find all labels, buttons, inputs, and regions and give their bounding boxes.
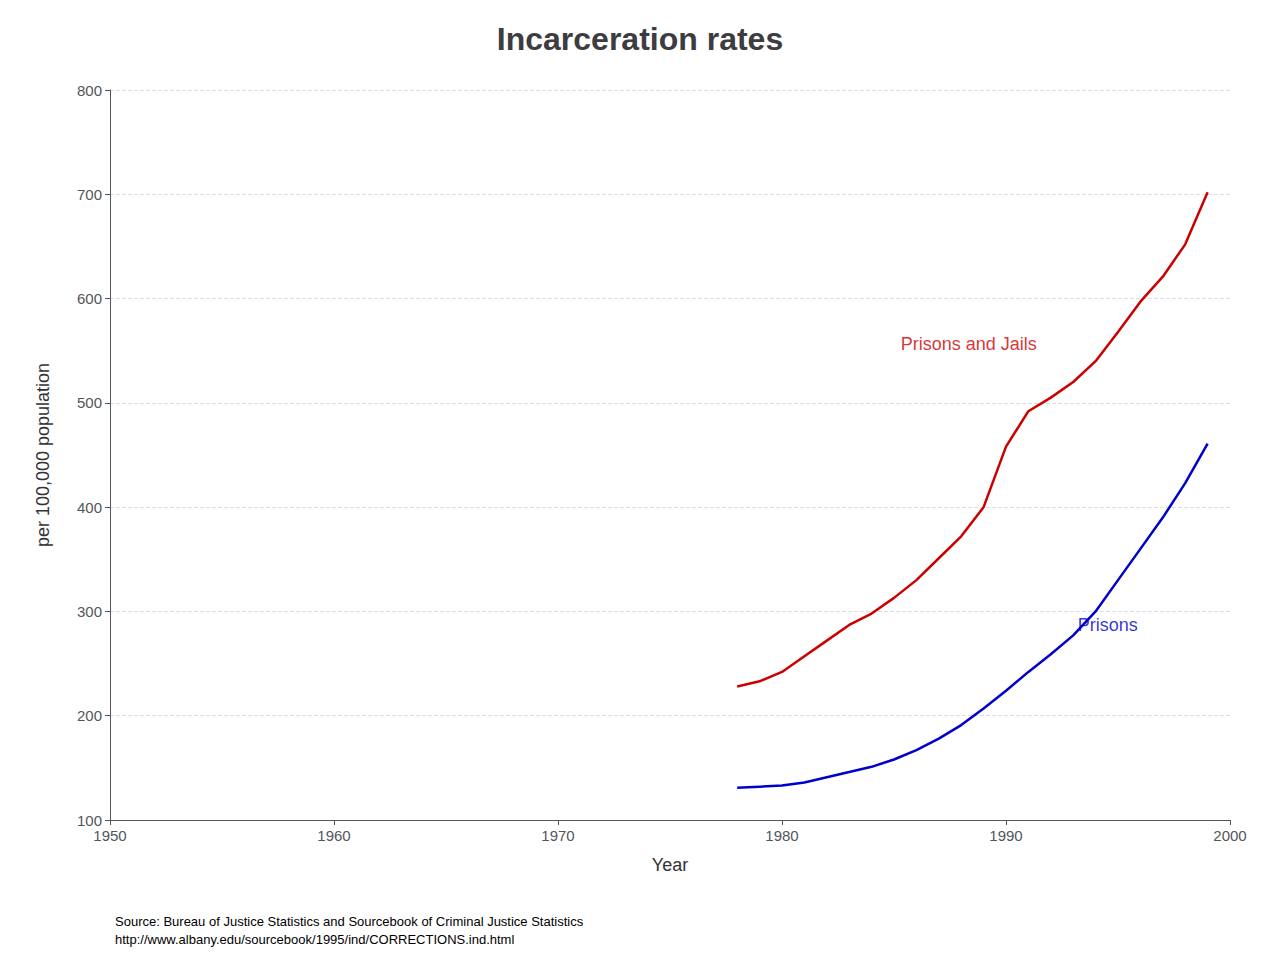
svg-text:100: 100 — [77, 812, 102, 829]
svg-text:500: 500 — [77, 394, 102, 411]
svg-text:800: 800 — [77, 82, 102, 99]
svg-text:1970: 1970 — [541, 827, 574, 844]
svg-text:200: 200 — [77, 707, 102, 724]
svg-text:Incarceration rates: Incarceration rates — [497, 21, 783, 57]
svg-text:Source: Bureau of Justice Stat: Source: Bureau of Justice Statistics and… — [115, 914, 584, 929]
svg-text:300: 300 — [77, 603, 102, 620]
svg-text:1990: 1990 — [989, 827, 1022, 844]
svg-text:per 100,000 population: per 100,000 population — [33, 363, 53, 547]
svg-text:1980: 1980 — [765, 827, 798, 844]
svg-text:400: 400 — [77, 499, 102, 516]
svg-text:1950: 1950 — [93, 827, 126, 844]
svg-text:Prisons and Jails: Prisons and Jails — [901, 334, 1037, 354]
svg-text:http://www.albany.edu/sourcebo: http://www.albany.edu/sourcebook/1995/in… — [115, 932, 514, 947]
svg-text:2000: 2000 — [1213, 827, 1246, 844]
svg-text:600: 600 — [77, 290, 102, 307]
svg-text:1960: 1960 — [317, 827, 350, 844]
svg-text:Prisons: Prisons — [1078, 615, 1138, 635]
svg-text:Year: Year — [652, 855, 688, 875]
svg-text:700: 700 — [77, 186, 102, 203]
